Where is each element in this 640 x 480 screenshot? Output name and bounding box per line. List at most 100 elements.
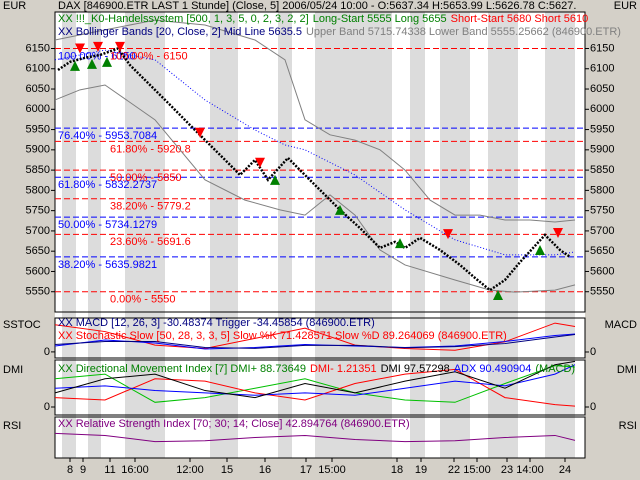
signal-marker bbox=[87, 58, 97, 69]
fib-level-label: 23.60% - 5691.6 bbox=[110, 236, 191, 248]
x-tick-label: 16 bbox=[259, 464, 271, 476]
indicator-line bbox=[54, 432, 576, 443]
x-tick-label: 23 bbox=[501, 464, 513, 476]
x-tick-label: 14:00 bbox=[516, 464, 544, 476]
signal-marker bbox=[395, 238, 405, 249]
legend-text: DAX [846900.ETR LAST 1 Stunde] (Close, 5… bbox=[58, 0, 576, 12]
y-tick-label: 6050 bbox=[590, 83, 614, 95]
signal-marker bbox=[493, 289, 503, 300]
signal-marker bbox=[553, 227, 563, 238]
legend-line: XX MACD [12, 26, 3] -30.48374 Trigger -3… bbox=[58, 317, 375, 329]
legend-text: Long-Start 5555 Long 5655 bbox=[313, 13, 447, 25]
y2-axis-label: MACD bbox=[605, 319, 637, 331]
x-tick-label: 11 bbox=[104, 464, 115, 476]
panel-border bbox=[54, 317, 586, 359]
legend-text: XX MACD [12, 26, 3] -30.48374 Trigger -3… bbox=[58, 317, 375, 329]
signal-marker bbox=[335, 204, 345, 215]
y-tick-label: 5700 bbox=[26, 225, 50, 237]
y-tick-label: 0 bbox=[44, 346, 50, 358]
legend-line: XX Relative Strength Index [70; 30; 14; … bbox=[58, 418, 410, 430]
signal-marker bbox=[102, 56, 112, 67]
legend-text: XX Relative Strength Index [70; 30; 14; … bbox=[58, 418, 410, 430]
x-tick-label: 12:00 bbox=[176, 464, 204, 476]
x-tick-label: 15:00 bbox=[318, 464, 346, 476]
legend-text: DMI 97.57298 bbox=[381, 363, 450, 375]
x-tick-label: 8 bbox=[67, 464, 73, 476]
y-tick-label: 0 bbox=[44, 401, 50, 413]
legend-line: DAX [846900.ETR LAST 1 Stunde] (Close, 5… bbox=[58, 0, 576, 12]
legend-text: XX Stochastic Slow [50, 28, 3, 3, 5] Slo… bbox=[58, 330, 507, 342]
x-tick-label: 16:00 bbox=[121, 464, 149, 476]
y-tick-label: 6150 bbox=[26, 42, 50, 54]
y2-axis-label: EUR bbox=[614, 0, 637, 12]
y-axis-label: RSI bbox=[3, 420, 21, 432]
signal-marker bbox=[115, 41, 125, 52]
stripe bbox=[88, 12, 101, 458]
legend-line: XX Directional Movement Index [7] DMI+ 8… bbox=[58, 363, 575, 375]
price-line bbox=[57, 46, 571, 292]
stripe bbox=[125, 12, 165, 458]
signal-marker bbox=[443, 229, 453, 240]
signal-marker bbox=[270, 174, 280, 185]
y-tick-label: 5850 bbox=[26, 164, 50, 176]
fib-level-label: 38.20% - 5635.9821 bbox=[58, 259, 157, 271]
y-tick-label: 5800 bbox=[26, 184, 50, 196]
x-tick-label: 24 bbox=[559, 464, 571, 476]
fib-level-label: 61.80% - 5920.8 bbox=[110, 143, 191, 155]
x-tick-label: 15 bbox=[221, 464, 233, 476]
x-tick-label: 15:00 bbox=[463, 464, 491, 476]
legend-line: XX Bollinger Bands [20, Close, 2] Mid Li… bbox=[58, 26, 621, 38]
stripe bbox=[440, 12, 470, 458]
y-tick-label: 6100 bbox=[590, 63, 614, 75]
y-tick-label: 5550 bbox=[590, 286, 614, 298]
y-tick-label: 6100 bbox=[26, 63, 50, 75]
y2-tick-label: 0 bbox=[590, 346, 596, 358]
y-tick-label: 6000 bbox=[26, 103, 50, 115]
fib-level-label: 50.00% - 5850 bbox=[110, 172, 182, 184]
fib-level-label: 76.40% - 5953.7084 bbox=[58, 130, 157, 142]
fib-level-label: 0.00% - 5550 bbox=[110, 294, 175, 306]
x-tick-label: 18 bbox=[391, 464, 403, 476]
y2-axis-label: RSI bbox=[619, 420, 637, 432]
y-tick-label: 5600 bbox=[26, 265, 50, 277]
legend-text: XX Directional Movement Index [7] DMI+ 8… bbox=[58, 363, 306, 375]
y-tick-label: 5550 bbox=[26, 286, 50, 298]
stripe bbox=[278, 12, 292, 458]
y-tick-label: 6000 bbox=[590, 103, 614, 115]
y-tick-label: 5900 bbox=[26, 144, 50, 156]
y2-tick-label: 0 bbox=[590, 401, 596, 413]
y-tick-label: 5750 bbox=[26, 205, 50, 217]
y-tick-label: 5950 bbox=[590, 123, 614, 135]
y2-axis-label: DMI bbox=[617, 364, 637, 376]
y-tick-label: 5900 bbox=[590, 144, 614, 156]
y-tick-label: 5750 bbox=[590, 205, 614, 217]
y-tick-label: 5850 bbox=[590, 164, 614, 176]
x-tick-label: 19 bbox=[415, 464, 427, 476]
panel-border bbox=[54, 359, 586, 416]
legend-line: XX !!!_K0-Handelssystem [500, 1, 3, 5, 0… bbox=[58, 13, 588, 25]
signal-marker bbox=[93, 41, 103, 52]
legend-text: XX !!!_K0-Handelssystem [500, 1, 3, 5, 0… bbox=[58, 13, 309, 25]
x-tick-label: 22 bbox=[448, 464, 460, 476]
stripe bbox=[210, 12, 238, 458]
legend-text: (MACD) bbox=[535, 363, 575, 375]
y-tick-label: 5950 bbox=[26, 123, 50, 135]
stripe bbox=[545, 12, 575, 458]
signal-marker bbox=[70, 60, 80, 71]
fib-level-label: 61.80% - 5832.2737 bbox=[58, 179, 157, 191]
panel-border bbox=[54, 11, 586, 313]
signal-marker bbox=[255, 157, 265, 168]
signal-marker bbox=[535, 244, 545, 255]
indicator-line bbox=[54, 19, 576, 223]
y-tick-label: 5800 bbox=[590, 184, 614, 196]
y-tick-label: 5650 bbox=[26, 245, 50, 257]
legend-text: ADX 90.490904 bbox=[454, 363, 532, 375]
panel-border bbox=[54, 416, 586, 459]
stripe bbox=[315, 12, 392, 458]
y-tick-label: 5700 bbox=[590, 225, 614, 237]
y-axis-label: SSTOC bbox=[3, 319, 41, 331]
x-tick-label: 9 bbox=[80, 464, 86, 476]
x-tick-label: 17 bbox=[300, 464, 312, 476]
